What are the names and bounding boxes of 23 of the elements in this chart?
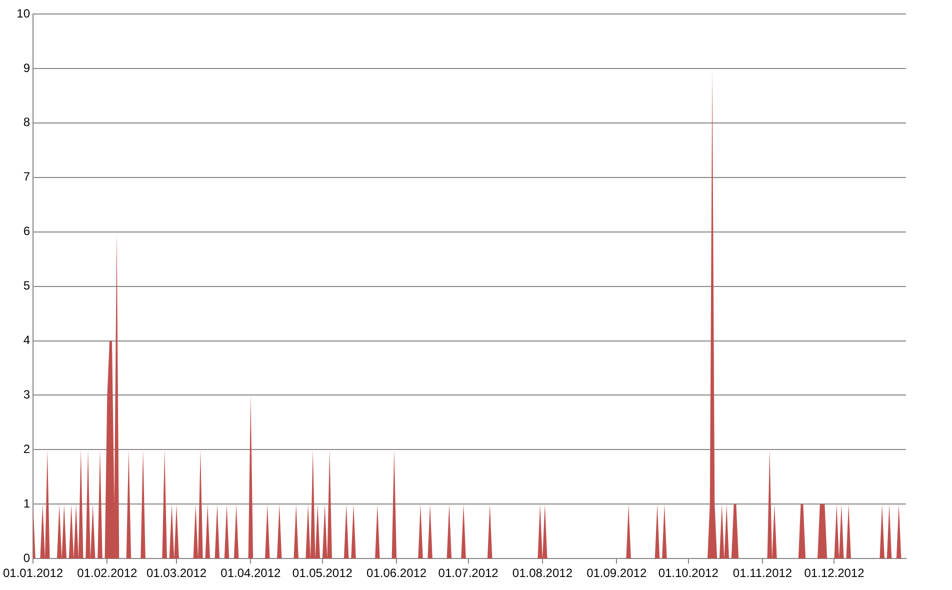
y-tick-label: 9 <box>23 60 30 75</box>
x-tick-label: 01.11.2012 <box>732 566 792 580</box>
y-tick-label: 6 <box>23 224 30 238</box>
x-tick-label: 01.03.2012 <box>146 566 207 580</box>
y-tick-label: 0 <box>23 550 30 565</box>
y-tick-label: 4 <box>23 333 30 348</box>
x-tick-label: 01.01.2012 <box>3 566 64 580</box>
y-tick-label: 3 <box>23 388 30 402</box>
x-tick-label: 01.07.2012 <box>438 566 499 580</box>
x-tick-label: 01.04.2012 <box>220 566 282 580</box>
x-tick-label: 01.06.2012 <box>366 566 427 580</box>
x-tick-label: 01.12.2012 <box>804 566 865 580</box>
y-tick-label: 1 <box>23 496 30 510</box>
y-tick-label: 2 <box>23 442 30 456</box>
x-tick-label: 01.10.2012 <box>658 566 719 580</box>
y-tick-label: 8 <box>23 115 30 130</box>
x-tick-label: 01.08.2012 <box>512 566 573 580</box>
x-tick-label: 01.02.2012 <box>77 566 138 580</box>
y-tick-label: 7 <box>23 170 30 184</box>
x-tick-label: 01.09.2012 <box>586 566 647 580</box>
y-tick-label: 10 <box>16 6 30 20</box>
x-tick-label: 01.05.2012 <box>292 566 353 580</box>
y-tick-label: 5 <box>23 278 30 293</box>
